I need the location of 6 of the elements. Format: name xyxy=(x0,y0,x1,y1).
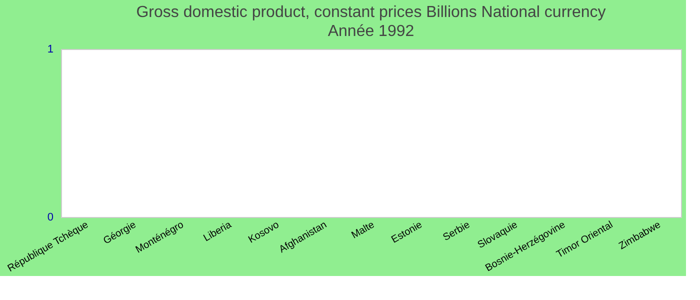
y-tick-label: 1 xyxy=(47,44,54,56)
x-tick-label: Serbie xyxy=(441,219,472,244)
y-tick-label: 0 xyxy=(47,212,54,224)
chart-title: Gross domestic product, constant prices Billions National currency xyxy=(136,4,606,21)
chart-subtitle: Année 1992 xyxy=(328,23,414,40)
x-tick-label: Malte xyxy=(350,219,377,242)
